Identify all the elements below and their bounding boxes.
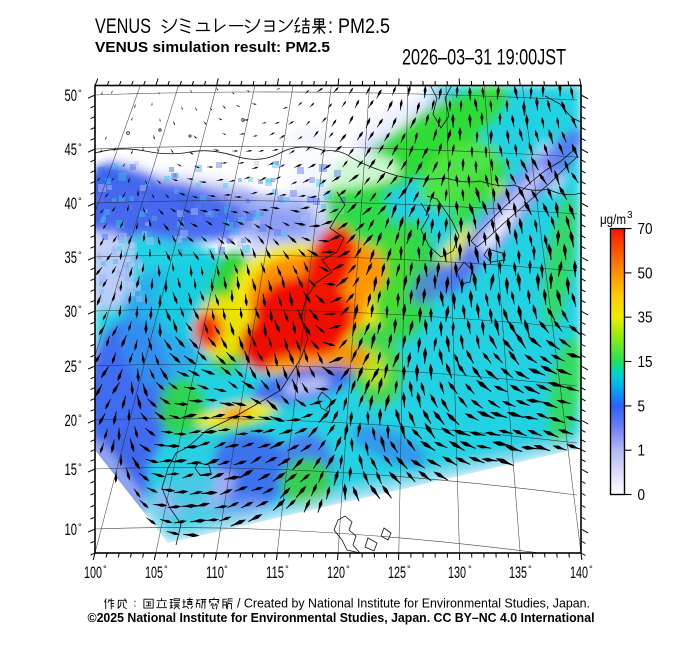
svg-text:°: °	[589, 564, 593, 575]
svg-text:115: 115	[266, 564, 284, 582]
svg-text:35: 35	[65, 249, 78, 267]
svg-text:°: °	[346, 564, 350, 575]
svg-text:50: 50	[65, 87, 78, 105]
svg-text:135: 135	[509, 564, 527, 582]
svg-text:20: 20	[65, 412, 78, 430]
svg-text:3: 3	[627, 210, 633, 221]
svg-text:50: 50	[638, 265, 653, 282]
svg-text:10: 10	[65, 521, 78, 539]
svg-text:1: 1	[638, 443, 646, 460]
svg-text:°: °	[78, 250, 82, 261]
svg-text:/ Created by National Institut: / Created by National Institute for Envi…	[237, 596, 590, 611]
svg-text:130: 130	[448, 564, 466, 582]
svg-text:°: °	[78, 196, 82, 207]
svg-text:5: 5	[638, 398, 646, 415]
svg-text:°: °	[407, 564, 411, 575]
svg-text:μg/m: μg/m	[600, 211, 626, 227]
svg-text:VENUS: VENUS	[95, 15, 151, 38]
svg-text:45: 45	[65, 141, 78, 159]
svg-text:°: °	[224, 564, 228, 575]
svg-text:100: 100	[84, 564, 102, 582]
svg-text:15: 15	[65, 461, 78, 479]
svg-text:°: °	[103, 564, 107, 575]
svg-text:: PM2.5: : PM2.5	[328, 15, 390, 38]
svg-text:25: 25	[65, 358, 78, 376]
svg-text:140: 140	[570, 564, 588, 582]
svg-text:°: °	[78, 304, 82, 315]
svg-text:°: °	[78, 142, 82, 153]
svg-text:°: °	[78, 359, 82, 370]
svg-text:2026–03–31 19:00JST: 2026–03–31 19:00JST	[402, 45, 566, 70]
svg-text:°: °	[164, 564, 168, 575]
svg-text:40: 40	[65, 195, 78, 213]
svg-text:70: 70	[638, 221, 653, 238]
svg-text:°: °	[78, 413, 82, 424]
svg-text:120: 120	[327, 564, 345, 582]
svg-text:110: 110	[206, 564, 224, 582]
svg-text:°: °	[468, 564, 472, 575]
svg-text:°: °	[78, 462, 82, 473]
svg-text:°: °	[78, 522, 82, 533]
svg-text:15: 15	[638, 354, 653, 371]
svg-text:125: 125	[388, 564, 406, 582]
svg-text:°: °	[285, 564, 289, 575]
svg-text:©2025 National Institute for E: ©2025 National Institute for Environment…	[88, 610, 595, 625]
svg-text:VENUS simulation result: PM2.5: VENUS simulation result: PM2.5	[95, 40, 330, 56]
svg-text:°: °	[528, 564, 532, 575]
svg-text:105: 105	[145, 564, 163, 582]
svg-text:°: °	[78, 88, 82, 99]
svg-text:35: 35	[638, 310, 653, 327]
svg-text:0: 0	[638, 487, 646, 504]
svg-text:30: 30	[65, 303, 78, 321]
